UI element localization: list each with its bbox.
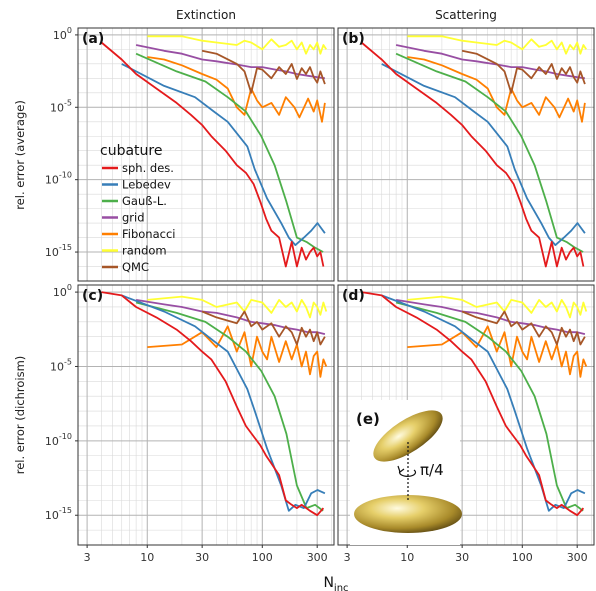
series-line-lebedev	[381, 63, 586, 246]
x-tick-label: 300	[567, 551, 588, 564]
y-tick-label: 10-10	[45, 171, 72, 187]
series-line-lebedev	[121, 63, 326, 246]
row-label-average: rel. error (average)	[13, 100, 27, 210]
legend-label: sph. des.	[122, 161, 174, 175]
series-line-sph-des-	[360, 41, 585, 268]
rotation-arrow-head	[397, 465, 405, 473]
y-tick-label: 10-15	[45, 506, 72, 522]
panel-tag: (d)	[342, 288, 365, 304]
series-line-sph-des-	[100, 41, 325, 268]
x-tick-label: 300	[307, 551, 328, 564]
legend-label: grid	[122, 211, 145, 225]
series-line-gau-l-	[135, 52, 324, 253]
series-line-random	[147, 295, 328, 319]
panel-tag: (b)	[342, 31, 365, 47]
legend-label: QMC	[122, 260, 149, 274]
x-tick-label: 100	[512, 551, 533, 564]
panel-border	[337, 284, 595, 546]
series-line-random	[407, 35, 588, 55]
panel-a: (a)	[77, 27, 335, 282]
panel-c: (c)	[77, 284, 335, 546]
x-tick-labels-right: 3 10 30 100 300	[344, 545, 588, 564]
series-line-lebedev	[121, 294, 326, 512]
series-group	[360, 35, 588, 268]
series-group	[101, 291, 328, 517]
row-label-dichroism: rel. error (dichroism)	[13, 356, 27, 475]
y-tick-label: 10-5	[50, 357, 72, 373]
x-axis-title-main: N	[323, 575, 333, 591]
lower-ellipsoid	[354, 495, 462, 533]
panel-border	[337, 27, 595, 282]
series-line-qmc	[461, 49, 586, 94]
series-line-fibonacci	[407, 56, 586, 123]
x-axis-title-sub: inc	[334, 583, 349, 591]
series-line-grid	[395, 44, 586, 80]
legend: cubature sph. des. Lebedev Gauß-L. grid Fibo…	[100, 143, 176, 274]
legend-label: Fibonacci	[122, 227, 176, 241]
x-tick-label: 30	[195, 551, 209, 564]
x-tick-label: 30	[455, 551, 469, 564]
inset-tag: (e)	[356, 410, 380, 428]
legend-label: Gauß-L.	[122, 194, 167, 208]
series-line-lebedev	[381, 294, 586, 512]
series-line-sph-des-	[101, 291, 325, 517]
series-line-qmc	[201, 49, 326, 94]
x-tick-labels-left: 3 10 30 100 300	[84, 545, 328, 564]
series-line-gau-l-	[395, 301, 584, 512]
y-tick-label: 100	[53, 26, 72, 42]
x-tick-label: 3	[344, 551, 351, 564]
x-tick-label: 3	[84, 551, 91, 564]
panel-background	[78, 28, 334, 281]
legend-title: cubature	[100, 143, 162, 159]
series-line-qmc	[201, 310, 326, 346]
x-axis-title: Ninc	[323, 575, 348, 591]
series-line-sph-des-	[361, 291, 585, 517]
panel-border	[77, 284, 335, 546]
series-line-fibonacci	[147, 56, 326, 123]
series-line-grid	[135, 44, 326, 80]
inset-rotated-ellipsoid-illustration: (e) π/4	[350, 400, 462, 545]
y-tick-labels-bottom: 100 10-5 10-10 10-15	[45, 283, 78, 522]
x-tick-label: 100	[252, 551, 273, 564]
series-line-fibonacci	[407, 325, 588, 378]
column-strip-scattering: Scattering	[435, 8, 497, 22]
panel-b: (b)	[337, 27, 595, 282]
series-line-fibonacci	[147, 325, 328, 378]
panel-background	[338, 28, 594, 281]
series-line-gau-l-	[395, 52, 584, 253]
panel-border	[77, 27, 335, 282]
x-tick-label: 10	[140, 551, 154, 564]
y-tick-label: 100	[53, 283, 72, 299]
series-line-random	[407, 295, 588, 319]
upper-ellipsoid	[373, 410, 443, 462]
panel-tag: (a)	[82, 31, 104, 47]
series-group	[100, 35, 328, 268]
x-tick-label: 10	[400, 551, 414, 564]
series-group	[361, 291, 588, 517]
y-tick-label: 10-15	[45, 243, 72, 259]
legend-label: Lebedev	[122, 178, 171, 192]
y-tick-labels-top: 100 10-5 10-10 10-15	[45, 26, 78, 259]
panel-tag: (c)	[82, 288, 103, 304]
y-tick-label: 10-10	[45, 432, 72, 448]
series-line-gau-l-	[135, 301, 324, 512]
series-line-qmc	[461, 310, 586, 346]
y-tick-label: 10-5	[50, 98, 72, 114]
panel-background	[78, 285, 334, 545]
legend-label: random	[122, 244, 167, 258]
column-strip-extinction: Extinction	[176, 8, 236, 22]
series-line-random	[147, 35, 328, 55]
inset-angle-label: π/4	[420, 461, 444, 479]
